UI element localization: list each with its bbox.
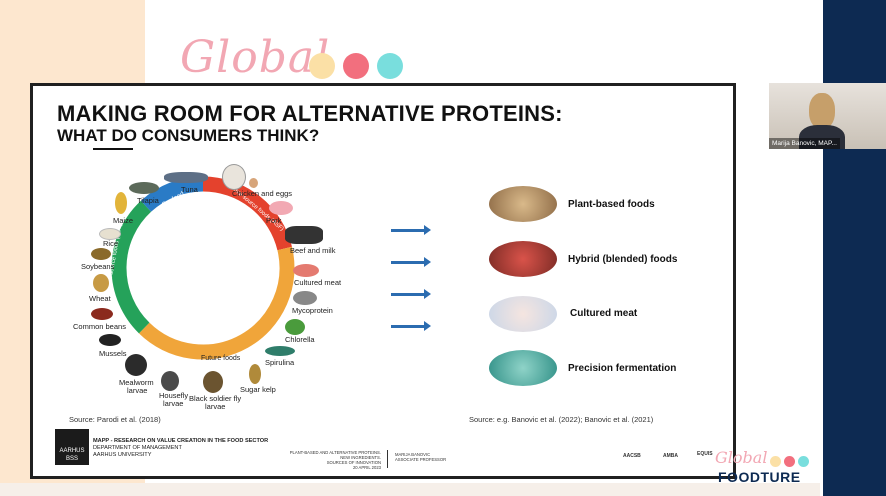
- background-bottom-strip: [0, 483, 820, 496]
- label-maize: Maize: [113, 216, 134, 225]
- participant-body: [799, 125, 845, 149]
- shared-slide: MAKING ROOM FOR ALTERNATIVE PROTEINS: WH…: [30, 83, 736, 479]
- tuna-image: [164, 172, 208, 183]
- arrow-2: [391, 257, 431, 267]
- kelp-image: [249, 364, 261, 384]
- tilapia-image: [129, 182, 159, 194]
- label-housefly-2: larvae: [163, 399, 184, 408]
- label-mealworm-2: larvae: [127, 386, 148, 395]
- label-rice: Rice: [103, 239, 119, 248]
- label-housefly-1: Housefly: [159, 391, 189, 400]
- footer-topic-line4: 20 APRIL 2023: [352, 465, 381, 470]
- brand-dot-small-yellow: [770, 456, 781, 467]
- brand-dot-yellow: [309, 53, 335, 79]
- category-hybrid: Hybrid (blended) foods: [568, 254, 678, 265]
- footer-author: MARIJA BANOVIC ASSOCIATE PROFESSOR: [395, 452, 446, 462]
- label-kelp: Sugar kelp: [240, 385, 276, 394]
- brand-dot-pink: [343, 53, 369, 79]
- brand-dot-small-pink: [784, 456, 795, 467]
- label-bsf-2: larvae: [205, 402, 226, 411]
- global-brand-text: Global: [180, 32, 331, 83]
- category-plant-based: Plant-based foods: [568, 199, 655, 210]
- participant-hair: [809, 93, 835, 129]
- hybrid-foods-image: [489, 241, 557, 277]
- cultured-meat-image-right: [489, 296, 557, 332]
- mealworm-image: [125, 354, 147, 376]
- source-right: Source: e.g. Banovic et al. (2022); Bano…: [469, 415, 654, 424]
- spirulina-image: [265, 346, 295, 356]
- category-cultured-meat: Cultured meat: [570, 308, 638, 319]
- segment-plant: [111, 200, 152, 334]
- segment-seafood: [140, 176, 204, 212]
- segment-label-future: Future foods: [201, 355, 241, 362]
- maize-image: [115, 192, 127, 214]
- category-precision-fermentation: Precision fermentation: [568, 363, 677, 374]
- label-bsf-1: Black soldier fly: [189, 394, 242, 403]
- foodture-brand-text: FOODTURE: [718, 469, 801, 485]
- bsf-larvae-image: [203, 371, 223, 393]
- label-pork: Pork: [266, 216, 282, 225]
- label-mussels: Mussels: [99, 349, 127, 358]
- precision-fermentation-image: [489, 350, 557, 386]
- footer-author-line2: ASSOCIATE PROFESSOR: [395, 457, 447, 462]
- footer-author-line1: MARIJA BANOVIC: [395, 452, 431, 457]
- plant-based-foods-image: [489, 186, 557, 222]
- label-beef: Beef and milk: [290, 246, 336, 255]
- footer-topic-line3: SOURCES OF INNOVATION: [326, 460, 381, 465]
- housefly-image: [161, 371, 179, 391]
- footer-topic-line2: NEW INGREDIENTS.: [340, 455, 381, 460]
- global-brand-small: Global: [715, 448, 768, 467]
- mycoprotein-image: [293, 291, 317, 305]
- label-tuna: Tuna: [181, 185, 198, 194]
- label-tilapia: Tilapia: [137, 196, 159, 205]
- soybeans-image: [91, 248, 111, 260]
- label-soybeans: Soybeans: [81, 262, 115, 271]
- egg-image: [249, 178, 258, 188]
- chlorella-image: [285, 319, 305, 335]
- footer-org-line2: DEPARTMENT OF MANAGEMENT: [93, 445, 182, 451]
- beans-image: [91, 308, 113, 320]
- label-beans: Common beans: [73, 322, 126, 331]
- slide-title-line1: MAKING ROOM FOR ALTERNATIVE PROTEINS:: [57, 101, 563, 126]
- footer-org-line1: MAPP - RESEARCH ON VALUE CREATION IN THE…: [93, 438, 269, 444]
- cultured-meat-image: [293, 264, 319, 277]
- title-underline: [93, 148, 133, 150]
- label-spirulina: Spirulina: [265, 358, 295, 367]
- label-mealworm-1: Mealworm: [119, 378, 154, 387]
- footer-org-line3: AARHUS UNIVERSITY: [93, 452, 152, 458]
- label-chlorella: Chlorella: [285, 335, 315, 344]
- slide-title-line2: WHAT DO CONSUMERS THINK?: [57, 126, 320, 145]
- mussels-image: [99, 334, 121, 346]
- label-wheat: Wheat: [89, 294, 111, 303]
- pork-image: [269, 201, 293, 215]
- brand-dot-small-teal: [798, 456, 809, 467]
- arrow-3: [391, 289, 431, 299]
- footer-org: MAPP - RESEARCH ON VALUE CREATION IN THE…: [93, 438, 268, 459]
- accreditation-amba: AMBA: [663, 453, 678, 459]
- participant-video-tile[interactable]: Marija Banovic, MAP...: [769, 83, 886, 149]
- arrow-1: [391, 225, 431, 235]
- rice-image: [99, 228, 121, 240]
- label-chicken: Chicken and eggs: [232, 189, 293, 198]
- cow-image: [285, 226, 323, 244]
- chicken-image: [222, 164, 246, 190]
- segment-animal: [202, 176, 292, 251]
- footer-topic: PLANT-BASED AND ALTERNATIVE PROTEINS. NE…: [281, 450, 381, 470]
- background-right-panel: [823, 0, 886, 496]
- brand-dot-teal: [377, 53, 403, 79]
- accreditation-equis: EQUIS: [697, 451, 713, 457]
- segment-future: [138, 246, 295, 360]
- aarhus-bss-logo: AARHUS BSS: [55, 429, 89, 465]
- label-mycoprotein: Mycoprotein: [292, 306, 333, 315]
- arrow-4: [391, 321, 431, 331]
- label-cultured: Cultured meat: [294, 278, 342, 287]
- footer-topic-line1: PLANT-BASED AND ALTERNATIVE PROTEINS.: [289, 450, 381, 455]
- food-ring-diagram: [111, 176, 295, 360]
- source-left: Source: Parodi et al. (2018): [69, 415, 161, 424]
- participant-name: Marija Banovic, MAP...: [769, 138, 840, 149]
- footer-divider: [387, 450, 388, 468]
- accreditation-aacsb: AACSB: [623, 453, 641, 459]
- wheat-image: [93, 274, 109, 292]
